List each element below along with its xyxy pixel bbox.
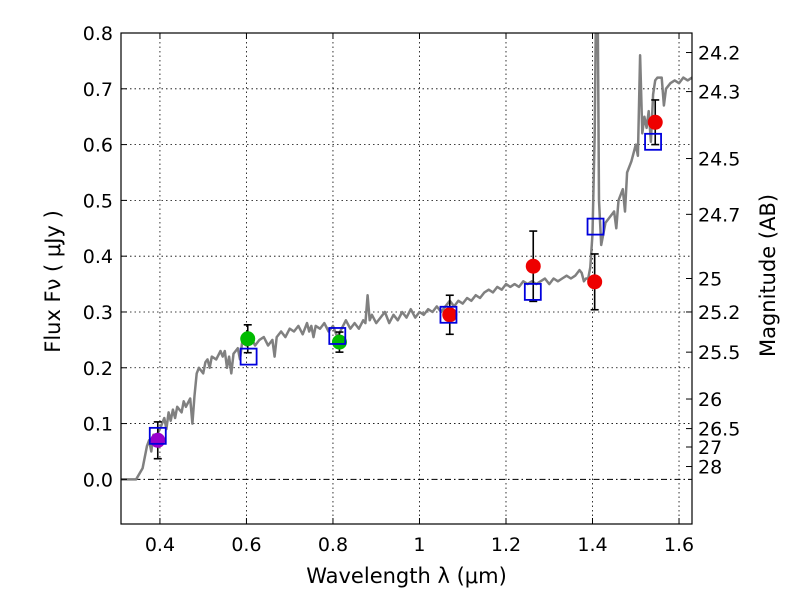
model-photometry-square xyxy=(644,132,662,151)
x-tick-label: 0.8 xyxy=(318,534,348,556)
plot-area xyxy=(121,33,692,481)
magnitude-tick-label: 26.5 xyxy=(698,419,740,441)
magnitude-tick-label: 24.5 xyxy=(698,149,740,171)
y-tick-label: 0.6 xyxy=(83,135,113,157)
observed-flux-point xyxy=(150,432,166,448)
x-tick-label: 1.2 xyxy=(491,534,521,556)
x-tick-label: 0.4 xyxy=(145,534,175,556)
y-tick-label: 0.2 xyxy=(83,358,113,380)
y-axis-left: 0.0 0.1 0.2 0.3 0.4 0.5 0.6 0.7 0.8 xyxy=(83,23,127,491)
y-axis-right-label: Magnitude (AB) xyxy=(756,194,780,357)
x-tick-label: 0.6 xyxy=(231,534,261,556)
y-tick-label: 0.0 xyxy=(83,469,113,491)
observed-flux-point xyxy=(240,331,256,347)
y-tick-label: 0.1 xyxy=(83,414,113,436)
observed-flux-point xyxy=(331,334,347,350)
magnitude-tick-label: 27 xyxy=(698,437,722,459)
magnitude-tick-label: 24.3 xyxy=(698,82,740,104)
observed-flux-point xyxy=(647,114,663,130)
y-tick-label: 0.7 xyxy=(83,79,113,101)
x-tick-label: 1.4 xyxy=(577,534,607,556)
magnitude-tick-label: 24.2 xyxy=(698,43,740,65)
observed-flux-point xyxy=(525,258,541,274)
magnitude-tick-label: 25.5 xyxy=(698,342,740,364)
model-photometry-square xyxy=(239,347,258,366)
y-tick-label: 0.4 xyxy=(83,246,113,268)
y-tick-label: 0.8 xyxy=(83,23,113,45)
x-axis-label: Wavelength λ (μm) xyxy=(306,564,507,588)
magnitude-tick-label: 24.7 xyxy=(698,204,740,226)
magnitude-tick-label: 26 xyxy=(698,389,722,411)
model-photometry-square xyxy=(148,426,167,445)
x-axis: 0.4 0.6 0.8 1 1.2 1.4 1.6 xyxy=(145,33,694,556)
magnitude-tick-label: 25.2 xyxy=(698,302,740,324)
y-tick-label: 0.5 xyxy=(83,190,113,212)
model-photometry-square xyxy=(586,217,605,236)
observed-flux-point xyxy=(587,274,603,290)
y-axis-label: Flux Fν ( μJy ) xyxy=(41,210,65,353)
model-photometry-square xyxy=(523,282,542,301)
y-tick-label: 0.3 xyxy=(83,302,113,324)
magnitude-tick-label: 25 xyxy=(698,269,722,291)
x-tick-label: 1 xyxy=(413,534,425,556)
magnitude-tick-label: 28 xyxy=(698,457,722,479)
model-photometry-square xyxy=(439,305,458,324)
observed-flux-point xyxy=(442,307,458,323)
model-photometry-square xyxy=(328,327,347,345)
model-spectrum-line xyxy=(121,33,692,481)
x-tick-label: 1.6 xyxy=(664,534,694,556)
